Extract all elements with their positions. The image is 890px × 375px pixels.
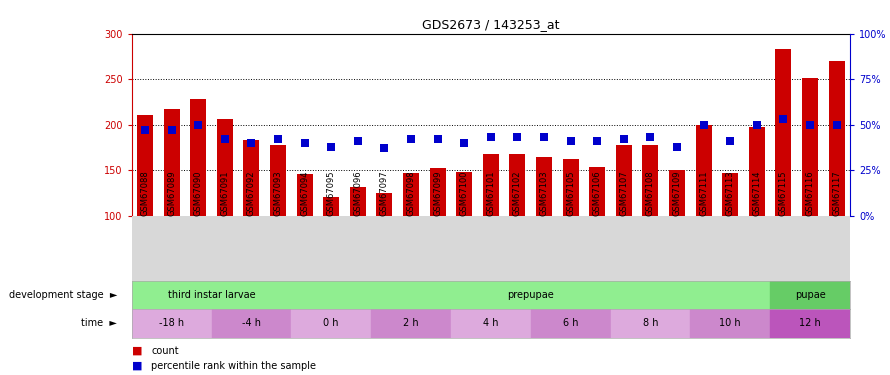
Title: GDS2673 / 143253_at: GDS2673 / 143253_at	[422, 18, 560, 31]
Text: 8 h: 8 h	[643, 318, 659, 328]
Bar	[430, 168, 446, 216]
Text: 4 h: 4 h	[483, 318, 498, 328]
Text: count: count	[151, 346, 179, 355]
Point	[617, 136, 631, 142]
Point	[537, 134, 551, 140]
Bar	[217, 119, 233, 216]
Text: 12 h: 12 h	[799, 318, 821, 328]
Bar	[562, 159, 578, 216]
Bar	[291, 281, 770, 309]
Bar	[696, 125, 712, 216]
Point	[697, 122, 711, 128]
Text: ■: ■	[132, 346, 142, 355]
Text: pupae: pupae	[795, 290, 825, 300]
Bar	[132, 309, 212, 338]
Bar	[483, 154, 498, 216]
Bar	[616, 145, 632, 216]
Text: 0 h: 0 h	[323, 318, 339, 328]
Text: 6 h: 6 h	[562, 318, 578, 328]
Bar	[270, 145, 286, 216]
Bar	[190, 99, 206, 216]
Text: time  ►: time ►	[82, 318, 117, 328]
Text: development stage  ►: development stage ►	[9, 290, 117, 300]
Point	[351, 138, 365, 144]
Point	[271, 136, 285, 142]
Bar	[748, 128, 765, 216]
Bar	[775, 49, 791, 216]
Bar	[509, 154, 525, 216]
Bar	[291, 309, 371, 338]
Point	[670, 144, 684, 150]
Bar	[451, 309, 530, 338]
Bar	[350, 186, 366, 216]
Bar	[376, 193, 392, 216]
Bar	[643, 145, 659, 216]
Point	[590, 138, 604, 144]
Bar	[669, 170, 685, 216]
Point	[377, 146, 392, 152]
Bar	[323, 197, 339, 216]
Bar	[164, 109, 180, 216]
Bar	[457, 172, 473, 216]
Bar	[296, 174, 312, 216]
Bar	[611, 309, 691, 338]
Point	[324, 144, 338, 150]
Text: prepupae: prepupae	[507, 290, 554, 300]
Point	[165, 127, 179, 133]
Bar	[530, 309, 611, 338]
Bar	[132, 281, 291, 309]
Text: 2 h: 2 h	[403, 318, 419, 328]
Point	[803, 122, 817, 128]
Bar	[244, 140, 259, 216]
Bar	[371, 309, 451, 338]
Point	[484, 134, 498, 140]
Bar	[691, 309, 770, 338]
Point	[297, 140, 311, 146]
Text: -18 h: -18 h	[159, 318, 184, 328]
Point	[749, 122, 764, 128]
Point	[510, 134, 524, 140]
Point	[244, 140, 259, 146]
Bar	[802, 78, 818, 216]
Bar	[589, 167, 605, 216]
Bar	[723, 173, 738, 216]
Text: -4 h: -4 h	[242, 318, 261, 328]
Point	[138, 127, 152, 133]
Point	[218, 136, 232, 142]
Text: third instar larvae: third instar larvae	[167, 290, 255, 300]
Point	[457, 140, 472, 146]
Point	[723, 138, 737, 144]
Bar	[536, 156, 552, 216]
Point	[404, 136, 418, 142]
Bar	[403, 173, 419, 216]
Point	[431, 136, 445, 142]
Point	[829, 122, 844, 128]
Bar	[137, 115, 153, 216]
Bar	[212, 309, 291, 338]
Point	[776, 116, 790, 122]
Point	[563, 138, 578, 144]
Point	[191, 122, 206, 128]
Text: percentile rank within the sample: percentile rank within the sample	[151, 361, 316, 370]
Bar	[770, 281, 850, 309]
Text: 10 h: 10 h	[719, 318, 741, 328]
Point	[643, 134, 658, 140]
Bar	[829, 61, 845, 216]
Bar	[770, 309, 850, 338]
Text: ■: ■	[132, 361, 142, 370]
